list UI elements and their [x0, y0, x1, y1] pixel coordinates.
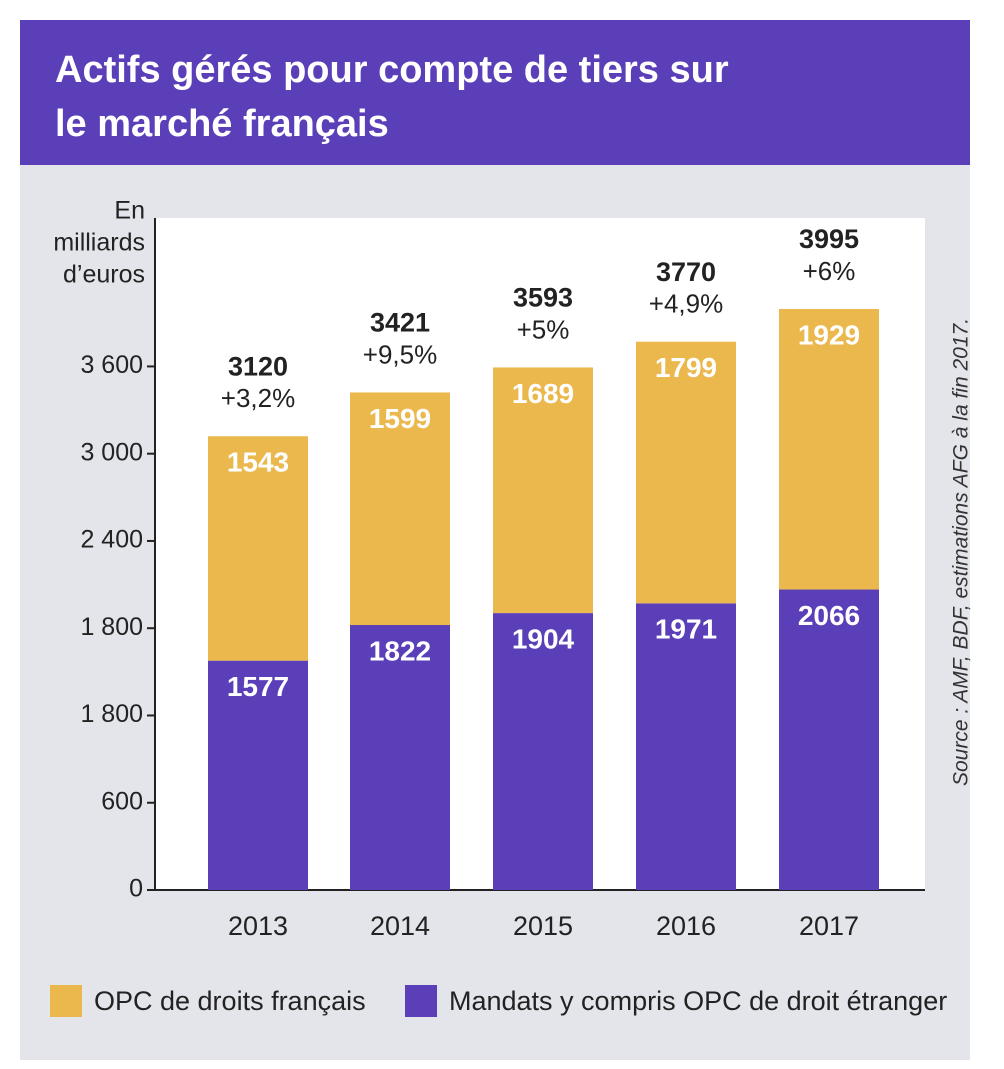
- y-tick-label: 1 800: [80, 613, 143, 641]
- bar-segment: [636, 603, 736, 890]
- chart-title: Actifs gérés pour compte de tiers sur: [55, 49, 729, 91]
- total-label: 3120: [228, 351, 288, 381]
- x-tick-label: 2017: [799, 911, 859, 941]
- y-tick-label: 3 600: [80, 351, 143, 379]
- y-tick-label: 1 800: [80, 700, 143, 728]
- y-tick-label: 0: [129, 875, 143, 903]
- growth-label: +4,9%: [649, 289, 723, 319]
- bar-segment: [493, 613, 593, 890]
- total-label: 3593: [513, 283, 573, 313]
- x-tick-label: 2016: [656, 911, 716, 941]
- bar-segment: [779, 589, 879, 890]
- total-label: 3995: [799, 224, 859, 254]
- bar-segment: [350, 392, 450, 626]
- chart-title: le marché français: [55, 103, 389, 145]
- bar-segment: [493, 367, 593, 614]
- bar-segment: [208, 436, 308, 661]
- y-axis-label: d’euros: [63, 261, 145, 289]
- value-label: 1543: [227, 447, 289, 478]
- legend-label: OPC de droits français: [94, 986, 366, 1016]
- growth-label: +9,5%: [363, 339, 437, 369]
- value-label: 1929: [798, 319, 860, 350]
- y-tick-label: 2 400: [80, 526, 143, 554]
- bar-segment: [636, 341, 736, 604]
- value-label: 1689: [512, 378, 574, 409]
- value-label: 1904: [512, 623, 575, 654]
- growth-label: +6%: [803, 256, 856, 286]
- value-label: 1599: [369, 403, 431, 434]
- x-tick-label: 2015: [513, 911, 573, 941]
- legend-label: Mandats y compris OPC de droit étranger: [449, 986, 947, 1016]
- header: [20, 20, 970, 165]
- y-tick-label: 600: [101, 787, 143, 815]
- x-tick-label: 2013: [228, 911, 288, 941]
- y-axis-label: milliards: [53, 229, 145, 257]
- y-tick-label: 3 000: [80, 438, 143, 466]
- bar-segment: [208, 660, 308, 890]
- value-label: 1577: [227, 671, 289, 702]
- legend-swatch: [405, 985, 437, 1017]
- bar-segment: [350, 625, 450, 890]
- bar-segment: [779, 308, 879, 590]
- value-label: 1971: [655, 614, 717, 645]
- x-tick-label: 2014: [370, 911, 430, 941]
- y-axis-label: En: [114, 197, 145, 225]
- source: Source : AMF, BDF, estimations AFG à la …: [950, 318, 973, 786]
- growth-label: +3,2%: [221, 383, 295, 413]
- value-label: 1822: [369, 635, 431, 666]
- growth-label: +5%: [517, 314, 570, 344]
- total-label: 3421: [370, 308, 430, 338]
- legend-swatch: [50, 985, 82, 1017]
- value-label: 1799: [655, 352, 717, 383]
- total-label: 3770: [656, 257, 716, 287]
- value-label: 2066: [798, 600, 860, 631]
